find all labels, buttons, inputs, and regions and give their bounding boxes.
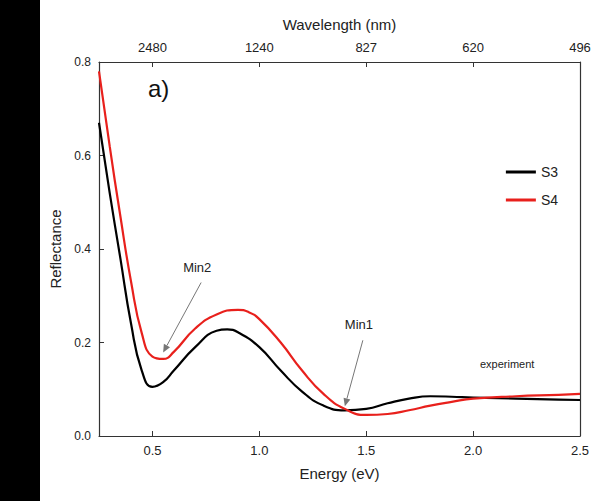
- svg-text:experiment: experiment: [480, 358, 534, 370]
- svg-text:620: 620: [462, 40, 484, 55]
- svg-text:Wavelength (nm): Wavelength (nm): [283, 16, 397, 33]
- svg-text:2.5: 2.5: [571, 443, 589, 458]
- svg-text:496: 496: [569, 40, 591, 55]
- svg-text:1.5: 1.5: [357, 443, 375, 458]
- svg-text:0.5: 0.5: [143, 443, 161, 458]
- svg-text:0.4: 0.4: [74, 242, 91, 256]
- svg-text:Min2: Min2: [183, 260, 211, 275]
- svg-text:0.8: 0.8: [74, 55, 91, 69]
- svg-text:Energy (eV): Energy (eV): [299, 465, 379, 482]
- svg-text:2.0: 2.0: [464, 443, 482, 458]
- svg-text:S3: S3: [541, 164, 558, 180]
- svg-text:0.2: 0.2: [74, 336, 91, 350]
- svg-text:2480: 2480: [138, 40, 167, 55]
- svg-text:a): a): [148, 75, 169, 102]
- svg-text:0.6: 0.6: [74, 149, 91, 163]
- svg-text:0.0: 0.0: [74, 429, 91, 443]
- svg-text:Min1: Min1: [345, 317, 373, 332]
- svg-text:1240: 1240: [245, 40, 274, 55]
- svg-text:1.0: 1.0: [250, 443, 268, 458]
- svg-text:S4: S4: [541, 192, 558, 208]
- svg-text:Reflectance: Reflectance: [47, 209, 64, 288]
- svg-text:827: 827: [355, 40, 377, 55]
